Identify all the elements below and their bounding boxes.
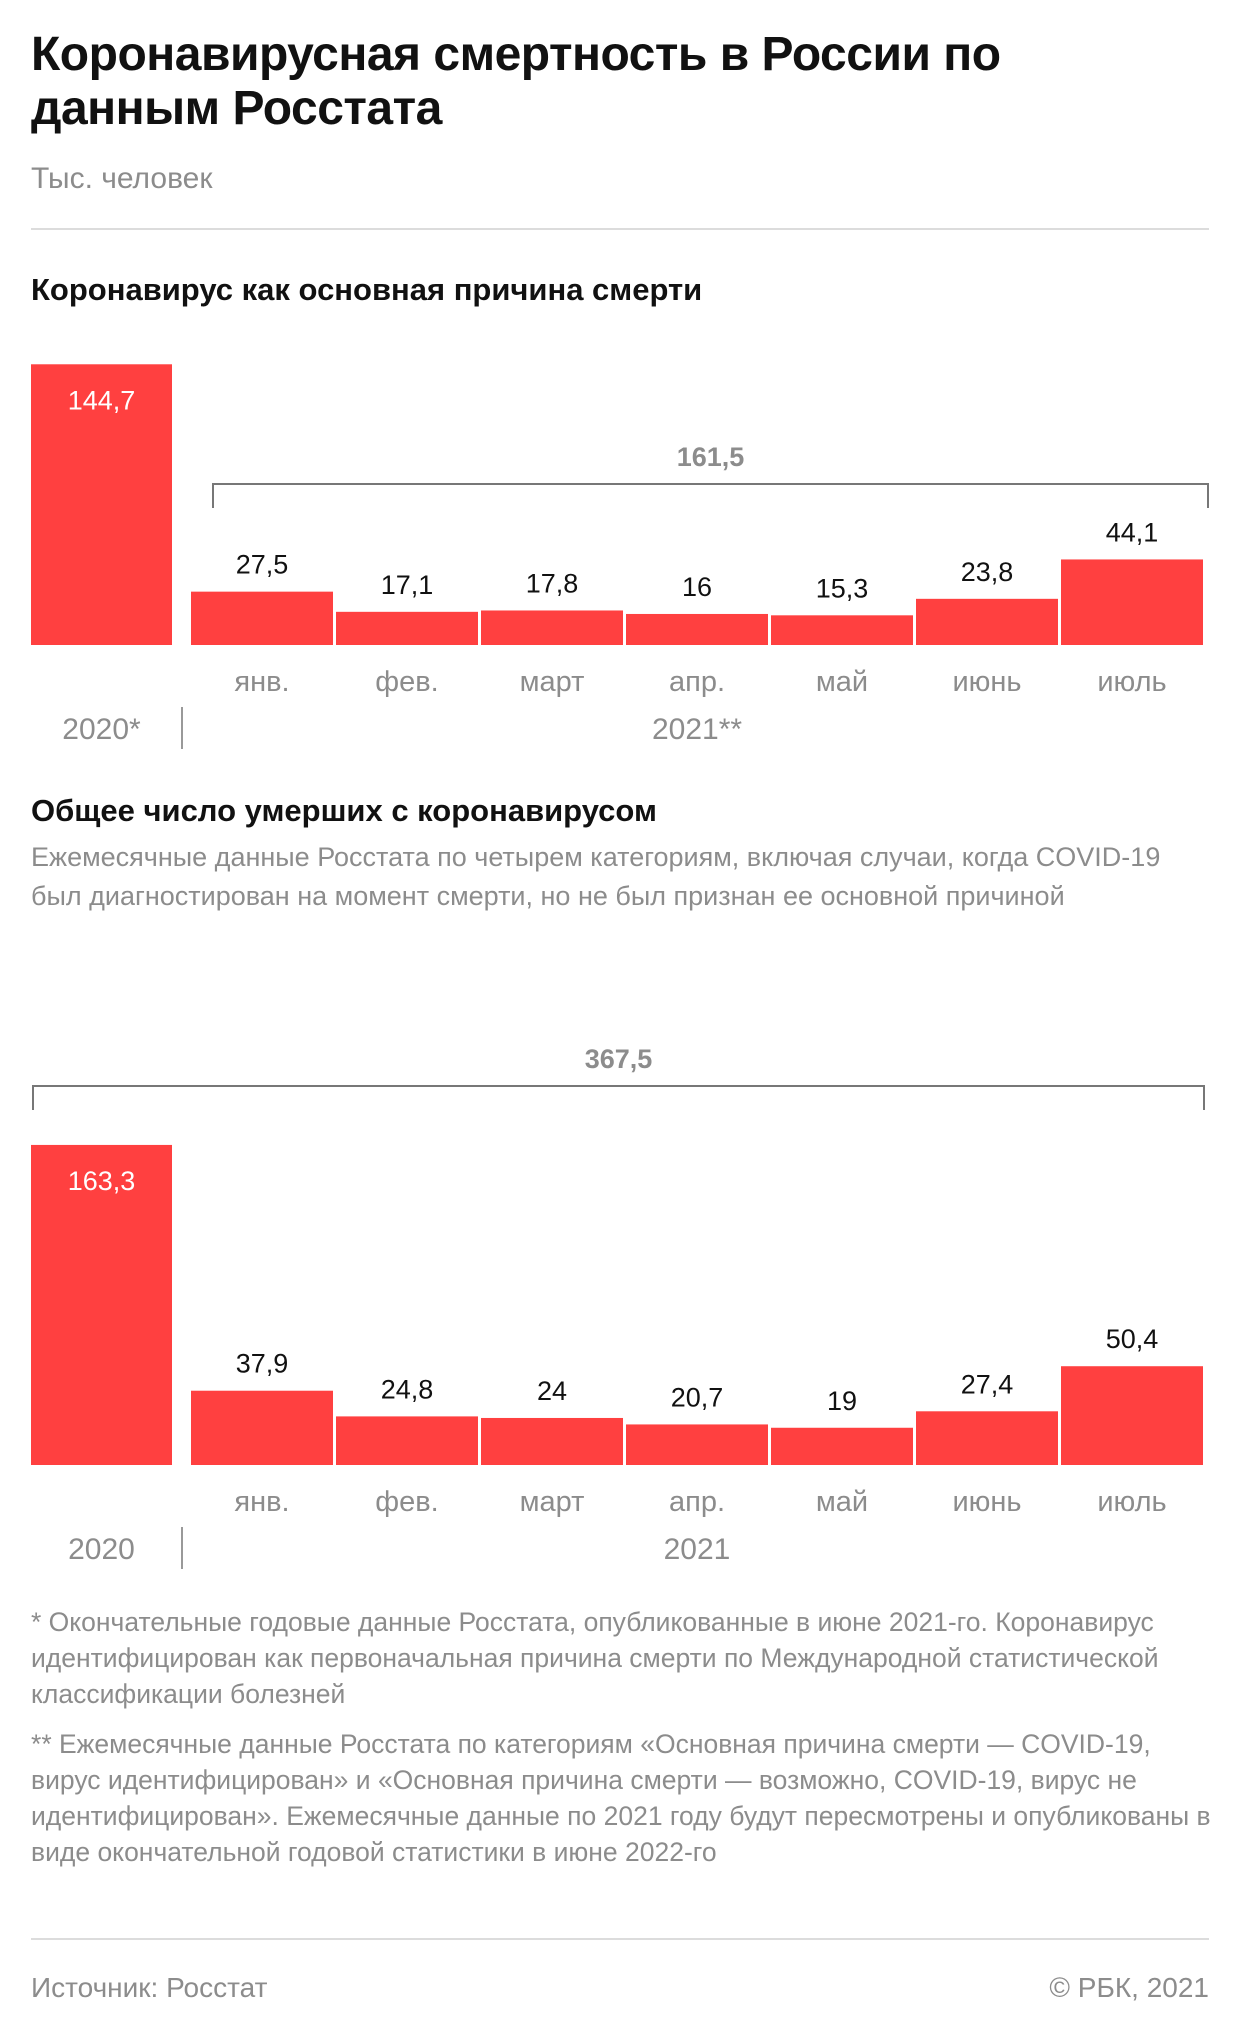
bar-value-label: 15,3 (816, 573, 869, 603)
year-label-2020: 2020* (62, 713, 141, 746)
bar-month (916, 598, 1058, 645)
month-tick-label: янв. (234, 666, 289, 698)
bar-value-label: 23,8 (961, 557, 1014, 587)
bar-month (771, 615, 913, 645)
bar-value-label: 16 (682, 572, 712, 602)
bar-month (771, 1427, 913, 1465)
chart2-title: Общее число умерших с коронавирусом (31, 793, 657, 828)
bar-value-label: 37,9 (236, 1349, 289, 1379)
year-label-2021: 2021** (652, 713, 742, 746)
chart1-title: Коронавирус как основная причина смерти (31, 272, 703, 307)
bar-month (916, 1411, 1058, 1465)
month-tick-label: июль (1097, 1486, 1166, 1518)
page-title: Коронавирусная смертность в России по да… (31, 28, 1001, 135)
month-tick-label: май (816, 1486, 868, 1518)
total-bracket (212, 483, 1209, 508)
bar-value-label: 44,1 (1106, 517, 1159, 547)
bar-value-label: 24,8 (381, 1374, 434, 1404)
bar-month (481, 610, 623, 645)
month-tick-label: янв. (234, 1486, 289, 1518)
bar-value-label: 19 (827, 1386, 857, 1416)
bar-month (191, 1390, 333, 1465)
month-tick-label: май (816, 666, 868, 698)
bar-value-label: 20,7 (671, 1382, 724, 1412)
year-label-2021: 2021 (664, 1533, 731, 1566)
bracket-total-label: 367,5 (585, 1044, 653, 1074)
bracket-total-label: 161,5 (677, 442, 745, 472)
month-tick-label: апр. (669, 1486, 725, 1518)
month-tick-label: июнь (952, 1486, 1021, 1518)
month-tick-label: март (520, 1486, 585, 1518)
footnote-1: * Окончательные годовые данные Росстата,… (31, 1607, 1159, 1709)
footnote-2: ** Ежемесячные данные Росстата по катего… (31, 1729, 1211, 1867)
bar-month (481, 1417, 623, 1465)
top-divider (31, 228, 1209, 230)
bar-2020-value: 163,3 (68, 1166, 136, 1196)
month-tick-label: июнь (952, 666, 1021, 698)
month-tick-label: март (520, 666, 585, 698)
total-bracket (32, 1085, 1205, 1110)
bar-2020 (31, 1144, 172, 1465)
unit-subtitle: Тыс. человек (31, 162, 213, 195)
bar-value-label: 27,4 (961, 1369, 1014, 1399)
bar-month (1061, 1366, 1203, 1465)
bar-2020-value: 144,7 (68, 385, 136, 415)
bar-value-label: 27,5 (236, 550, 289, 580)
bar-month (626, 613, 768, 645)
bar-value-label: 17,8 (526, 568, 579, 598)
month-tick-label: фев. (375, 666, 438, 698)
month-tick-label: апр. (669, 666, 725, 698)
bar-month (336, 1416, 478, 1465)
bar-month (1061, 559, 1203, 645)
bar-value-label: 24 (537, 1376, 567, 1406)
bar-month (191, 591, 333, 645)
month-tick-label: июль (1097, 666, 1166, 698)
copyright-label: © РБК, 2021 (1049, 1972, 1209, 2003)
chart1-svg: 144,7 27,5 янв. 17,1 фев. 17,8 март 16 апр. 15,3 м… (31, 364, 1209, 749)
bar-2020 (31, 364, 172, 645)
bar-value-label: 50,4 (1106, 1324, 1159, 1354)
bar-month (626, 1424, 768, 1465)
bar-month (336, 611, 478, 645)
bar-value-label: 17,1 (381, 570, 434, 600)
chart2-svg: 163,3 37,9 янв. 24,8 фев. 24 март 20,7 апр. 19 май… (31, 1044, 1205, 1569)
chart2-note: Ежемесячные данные Росстата по четырем к… (31, 842, 1161, 911)
source-label: Источник: Росстат (31, 1972, 268, 2003)
bottom-divider (31, 1938, 1209, 1940)
month-tick-label: фев. (375, 1486, 438, 1518)
year-label-2020: 2020 (68, 1533, 135, 1566)
